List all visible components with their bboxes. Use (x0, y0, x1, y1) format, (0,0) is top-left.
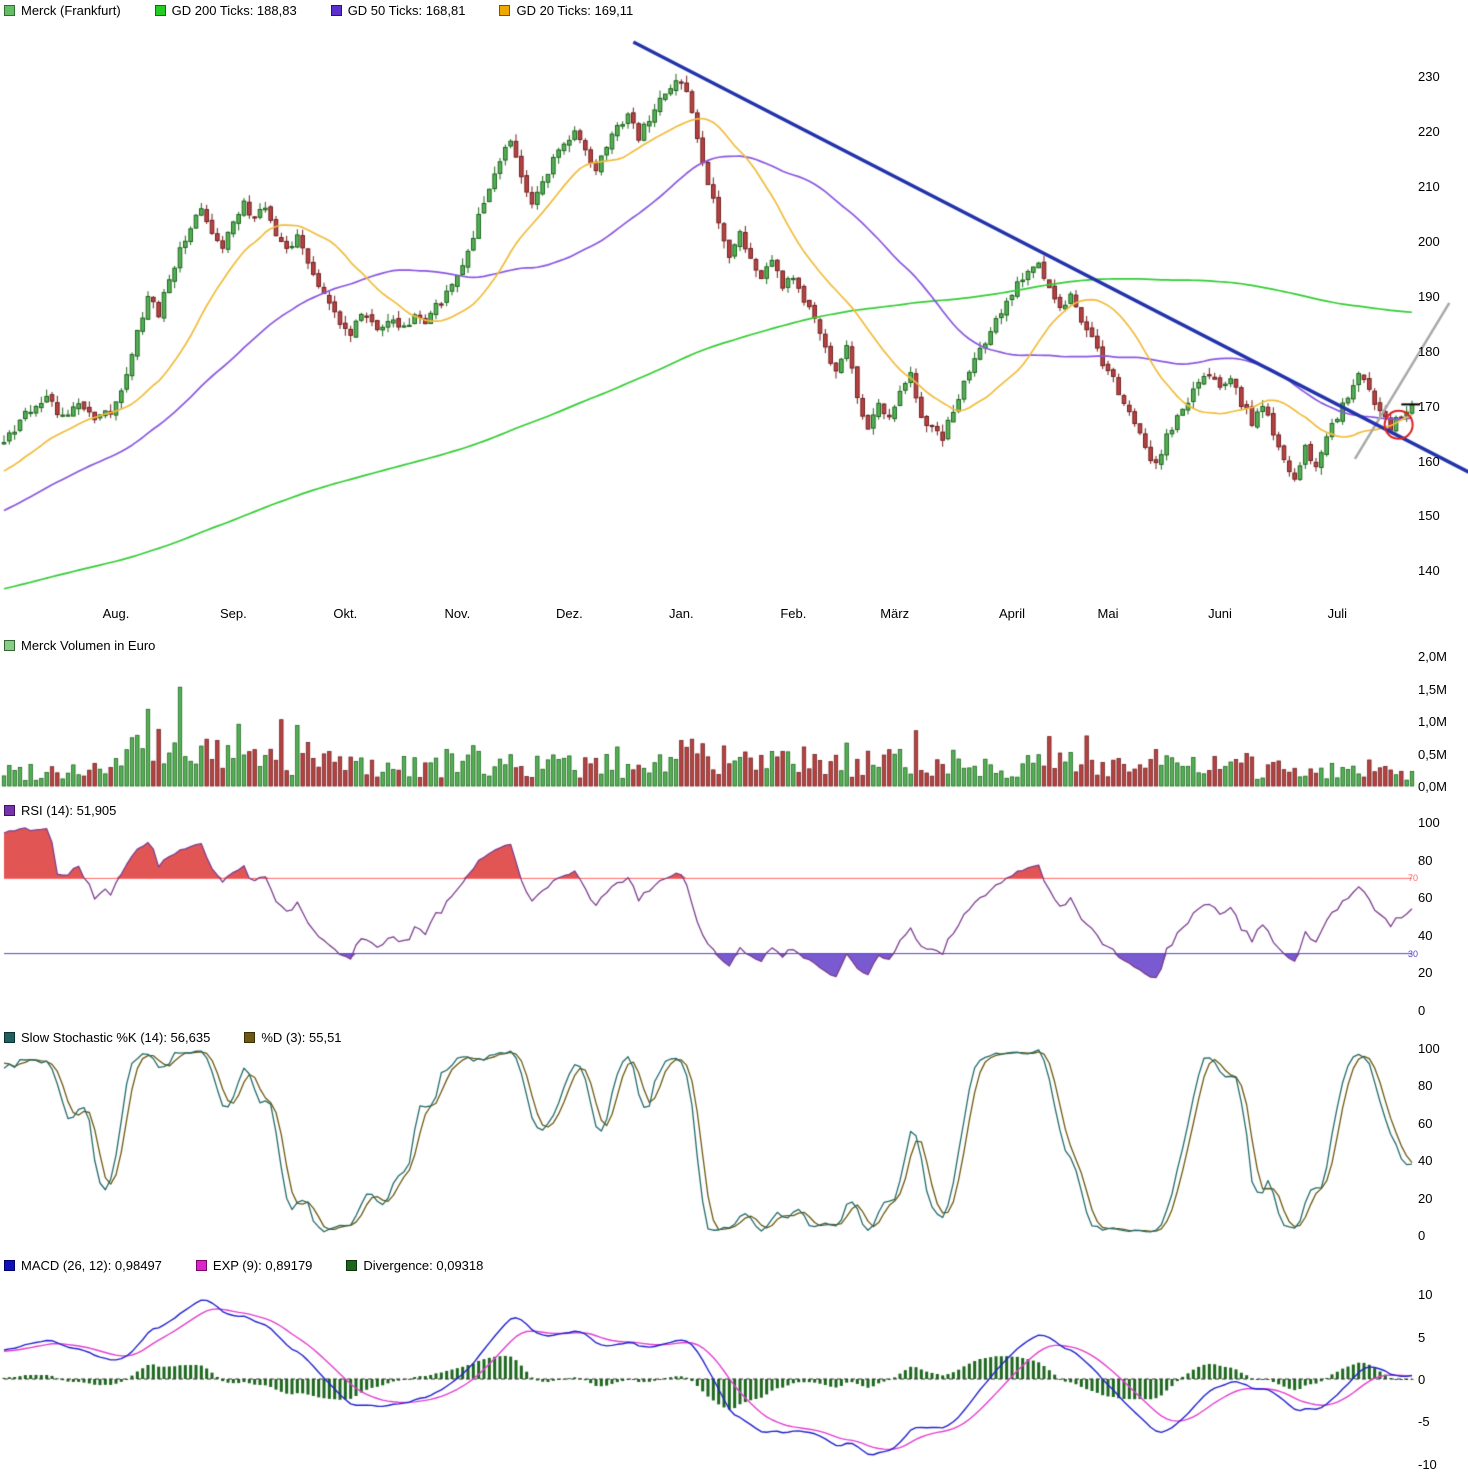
legend-item-instrument: Merck (Frankfurt) (4, 3, 121, 18)
y-axis-label: 230 (1418, 69, 1440, 85)
x-axis-month-label: März (880, 606, 910, 621)
y-axis-label: 170 (1418, 398, 1440, 414)
x-axis-month-label: Jan. (669, 606, 694, 621)
rsi-chart-canvas (0, 800, 1468, 1022)
price-chart-canvas (0, 0, 1468, 632)
y-axis-label: 100 (1418, 1041, 1440, 1056)
legend-item-gd20: GD 20 Ticks: 169,11 (499, 3, 633, 18)
volume-chart-canvas (0, 632, 1468, 800)
macd-chart-canvas (0, 1252, 1468, 1474)
stochastic-panel: Slow Stochastic %K (14): 56,635 %D (3): … (0, 1022, 1468, 1252)
y-axis-label: 210 (1418, 178, 1440, 194)
y-axis-label: 20 (1418, 1190, 1433, 1206)
y-axis-label: 160 (1418, 453, 1440, 469)
gd20-swatch-icon (499, 5, 511, 16)
price-panel: Merck (Frankfurt) GD 200 Ticks: 188,83 G… (0, 0, 1468, 632)
legend-item-stoch-k: Slow Stochastic %K (14): 56,635 (4, 1030, 210, 1045)
y-axis-label: 60 (1418, 1115, 1433, 1131)
y-axis-label: 60 (1418, 890, 1433, 906)
y-axis-label: 150 (1418, 508, 1440, 524)
legend-item-macd: MACD (26, 12): 0,98497 (4, 1258, 162, 1273)
macd-legend: MACD (26, 12): 0,98497 EXP (9): 0,89179 … (4, 1258, 483, 1273)
x-axis-month-label: April (998, 606, 1025, 621)
y-axis-label: 80 (1418, 1078, 1433, 1094)
exp-swatch-icon (195, 1260, 207, 1271)
legend-item-volume: Merck Volumen in Euro (4, 638, 155, 653)
volume-legend: Merck Volumen in Euro (4, 638, 155, 653)
y-axis-label: 190 (1418, 288, 1440, 304)
y-axis-label: 80 (1418, 852, 1433, 868)
y-axis-label: 0 (1418, 1372, 1426, 1387)
stoch-k-label: Slow Stochastic %K (14): 56,635 (21, 1030, 211, 1045)
gd50-swatch-icon (330, 5, 342, 16)
y-axis-label: 2,0M (1418, 649, 1447, 664)
y-axis-label: -5 (1418, 1414, 1430, 1430)
macd-panel: MACD (26, 12): 0,98497 EXP (9): 0,89179 … (0, 1252, 1468, 1474)
x-axis-month-label: Nov. (444, 606, 471, 621)
x-axis-month-label: Okt. (333, 606, 358, 621)
rsi-swatch-icon (4, 805, 15, 816)
legend-item-divergence: Divergence: 0,09318 (346, 1258, 483, 1273)
y-axis-label: 200 (1418, 233, 1440, 249)
y-axis-label: 0,5M (1418, 746, 1447, 762)
y-axis-label: 100 (1418, 815, 1440, 830)
gd200-swatch-icon (154, 5, 166, 16)
legend-item-stoch-d: %D (3): 55,51 (244, 1030, 342, 1045)
x-axis-month-label: Aug. (102, 606, 130, 621)
volume-swatch-icon (4, 640, 15, 651)
instrument-swatch-icon (4, 5, 15, 16)
stoch-d-label: %D (3): 55,51 (261, 1030, 342, 1045)
x-axis-month-label: Juli (1327, 606, 1348, 621)
y-axis-label: -10 (1418, 1456, 1437, 1472)
volume-panel: Merck Volumen in Euro 2,0M 1,5M 1,0M 0,5M 0,… (0, 632, 1468, 800)
y-axis-label: 180 (1418, 343, 1440, 359)
gd50-label: GD 50 Ticks: 168,81 (347, 3, 466, 18)
stoch-d-swatch-icon (244, 1032, 256, 1043)
stochastic-chart-canvas (0, 1022, 1468, 1252)
macd-label: MACD (26, 12): 0,98497 (21, 1258, 162, 1273)
rsi-label: RSI (14): 51,905 (21, 803, 117, 818)
stoch-k-swatch-icon (4, 1032, 15, 1043)
divergence-label: Divergence: 0,09318 (363, 1258, 484, 1273)
x-axis-month-label: Juni (1208, 606, 1232, 621)
stochastic-legend: Slow Stochastic %K (14): 56,635 %D (3): … (4, 1030, 342, 1045)
legend-item-rsi: RSI (14): 51,905 (4, 803, 116, 818)
instrument-label: Merck (Frankfurt) (21, 3, 121, 18)
x-axis-month-label: Mai (1097, 606, 1119, 621)
y-axis-label: 1,0M (1418, 714, 1447, 729)
y-axis-label: 20 (1418, 965, 1433, 981)
y-axis-label: 220 (1418, 124, 1440, 140)
exp-label: EXP (9): 0,89179 (212, 1258, 313, 1273)
macd-swatch-icon (4, 1260, 15, 1271)
divergence-swatch-icon (346, 1260, 358, 1271)
rsi-panel: RSI (14): 51,905 100 80 60 40 20 0 70 30 (0, 800, 1468, 1022)
gd200-label: GD 200 Ticks: 188,83 (171, 3, 297, 18)
x-axis-month-label: Sep. (219, 606, 247, 621)
y-axis-label: 0,0M (1418, 779, 1447, 794)
oversold-threshold-label: 30 (1408, 948, 1419, 959)
rsi-legend: RSI (14): 51,905 (4, 803, 116, 818)
y-axis-label: 10 (1418, 1287, 1433, 1303)
y-axis-label: 5 (1418, 1329, 1426, 1345)
y-axis-label: 140 (1418, 563, 1440, 579)
y-axis-label: 40 (1418, 1153, 1433, 1169)
y-axis-label: 40 (1418, 927, 1433, 943)
legend-item-gd200: GD 200 Ticks: 188,83 (154, 3, 297, 18)
volume-label: Merck Volumen in Euro (21, 638, 156, 653)
y-axis-label: 0 (1418, 1003, 1426, 1018)
legend-item-gd50: GD 50 Ticks: 168,81 (330, 3, 466, 18)
overbought-threshold-label: 70 (1408, 873, 1419, 884)
price-legend: Merck (Frankfurt) GD 200 Ticks: 188,83 G… (4, 3, 633, 18)
legend-item-exp: EXP (9): 0,89179 (195, 1258, 313, 1273)
gd20-label: GD 20 Ticks: 169,11 (516, 3, 634, 18)
x-axis-month-label: Feb. (780, 606, 807, 621)
y-axis-label: 0 (1418, 1228, 1426, 1243)
x-axis-month-label: Dez. (555, 606, 583, 621)
y-axis-label: 1,5M (1418, 681, 1447, 697)
